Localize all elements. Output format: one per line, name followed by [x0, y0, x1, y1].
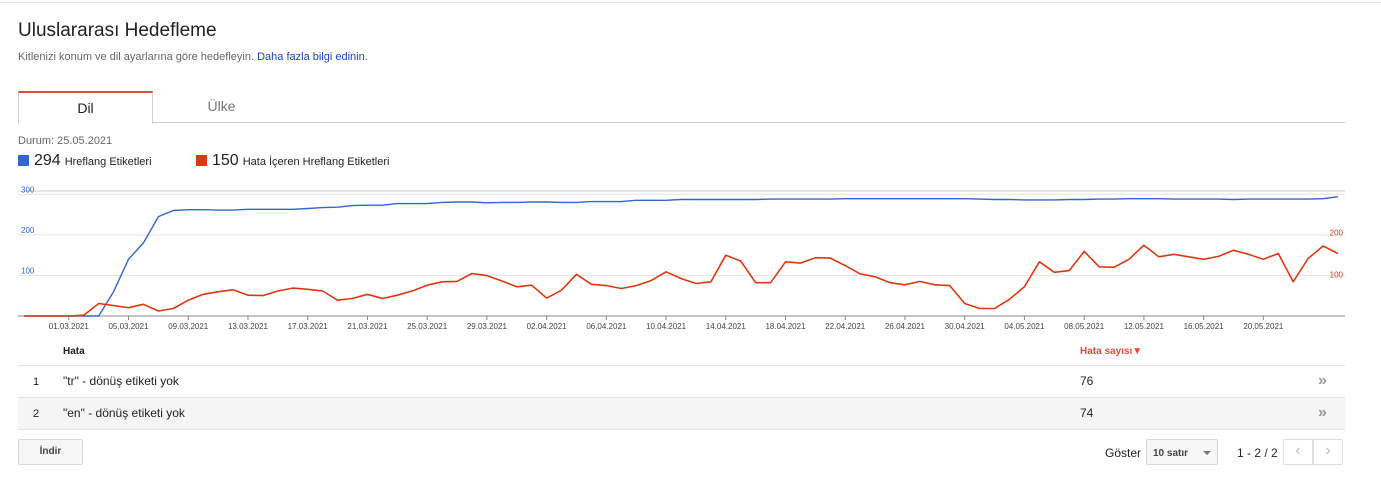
page-title: Uluslararası Hedefleme	[18, 20, 217, 41]
status-date: Durum: 25.05.2021	[18, 135, 113, 147]
line-chart: 100 200 300 100 200 01.03.2021 05.03.2021 09.03…	[18, 186, 1345, 331]
row-error: "tr" - dönüş etiketi yok	[63, 374, 179, 388]
rows-per-page-value: 10 satır	[1153, 448, 1189, 459]
x-axis-tick-label: 09.03.2021	[168, 322, 209, 331]
tab-country[interactable]: Ülke	[207, 98, 236, 114]
x-axis-tick-label: 05.03.2021	[108, 322, 149, 331]
page-subtitle: Kitlenizi konum ve dil ayarlarına göre h…	[18, 51, 368, 63]
x-axis-tick-label: 17.03.2021	[288, 322, 329, 331]
legend-label: Hata İçeren Hreflang Etiketleri	[242, 156, 390, 168]
row-error: "en" - dönüş etiketi yok	[63, 406, 185, 420]
x-axis-tick-label: 16.05.2021	[1184, 322, 1225, 331]
table-row[interactable]: 1 "tr" - dönüş etiketi yok 76 »	[18, 366, 1345, 398]
x-axis-tick-label: 01.03.2021	[49, 322, 90, 331]
x-axis-tick-label: 20.05.2021	[1243, 322, 1284, 331]
x-axis-tick-label: 30.04.2021	[945, 322, 986, 331]
series-line-error-tags	[24, 244, 1339, 317]
x-axis-tick-label: 12.05.2021	[1124, 322, 1165, 331]
top-divider	[0, 2, 1381, 3]
learn-more-link[interactable]: Daha fazla bilgi edinin.	[257, 51, 368, 63]
x-axis-tick-label: 26.04.2021	[885, 322, 926, 331]
legend-count: 294	[34, 152, 61, 169]
row-count: 76	[1080, 374, 1094, 388]
previous-page-button[interactable]: ‹	[1283, 439, 1313, 465]
column-header-error: Hata	[63, 346, 85, 357]
x-axis-tick-label: 14.04.2021	[706, 322, 747, 331]
legend-error-tags: 150 Hata İçeren Hreflang Etiketleri	[196, 152, 389, 170]
x-axis-tick-label: 29.03.2021	[467, 322, 508, 331]
left-axis-tick-label: 100	[21, 266, 35, 275]
x-axis-tick-label: 21.03.2021	[347, 322, 388, 331]
left-axis-tick-label: 200	[21, 226, 35, 235]
x-axis-tick-label: 02.04.2021	[527, 322, 568, 331]
legend-swatch-blue	[18, 155, 29, 166]
x-axis-tick-label: 10.04.2021	[646, 322, 687, 331]
x-axis-tick-label: 18.04.2021	[765, 322, 806, 331]
next-page-button[interactable]: ›	[1313, 439, 1343, 465]
tab-language[interactable]: Dil	[18, 91, 153, 124]
x-axis-tick-label: 06.04.2021	[586, 322, 627, 331]
right-axis-tick-label: 200	[1330, 229, 1344, 238]
row-index: 2	[33, 408, 40, 420]
x-axis-tick-label: 22.04.2021	[825, 322, 866, 331]
right-axis-tick-label: 100	[1330, 270, 1344, 279]
chevron-left-icon: ‹	[1295, 442, 1301, 459]
legend-count: 150	[212, 152, 239, 169]
row-count: 74	[1080, 406, 1094, 420]
left-axis-tick-label: 300	[21, 186, 35, 194]
x-axis-tick-label: 04.05.2021	[1004, 322, 1045, 331]
row-index: 1	[33, 376, 40, 388]
table-row[interactable]: 2 "en" - dönüş etiketi yok 74 »	[18, 398, 1345, 430]
download-button[interactable]: İndir	[18, 439, 83, 465]
chevron-right-icon[interactable]: »	[1318, 404, 1327, 421]
chevron-right-icon[interactable]: »	[1318, 372, 1327, 389]
table-header: Hata Hata sayısı▼	[18, 336, 1345, 366]
caret-down-icon	[1203, 451, 1211, 455]
series-line-hreflang-tags	[24, 196, 1339, 317]
legend-hreflang-tags: 294 Hreflang Etiketleri	[18, 152, 152, 170]
chevron-right-icon: ›	[1325, 442, 1331, 459]
show-label: Göster	[1105, 446, 1142, 460]
column-header-error-count[interactable]: Hata sayısı▼	[1080, 346, 1143, 357]
tab-bar: Dil Ülke	[18, 91, 1345, 124]
legend-swatch-red	[196, 155, 207, 166]
x-axis-tick-label: 13.03.2021	[228, 322, 269, 331]
subtitle-text: Kitlenizi konum ve dil ayarlarına göre h…	[18, 51, 255, 63]
legend-label: Hreflang Etiketleri	[64, 156, 152, 168]
x-axis-tick-label: 08.05.2021	[1064, 322, 1105, 331]
pagination-range: 1 - 2 / 2	[1237, 446, 1278, 460]
x-axis-tick-label: 25.03.2021	[407, 322, 448, 331]
rows-per-page-select[interactable]: 10 satır	[1146, 439, 1218, 465]
